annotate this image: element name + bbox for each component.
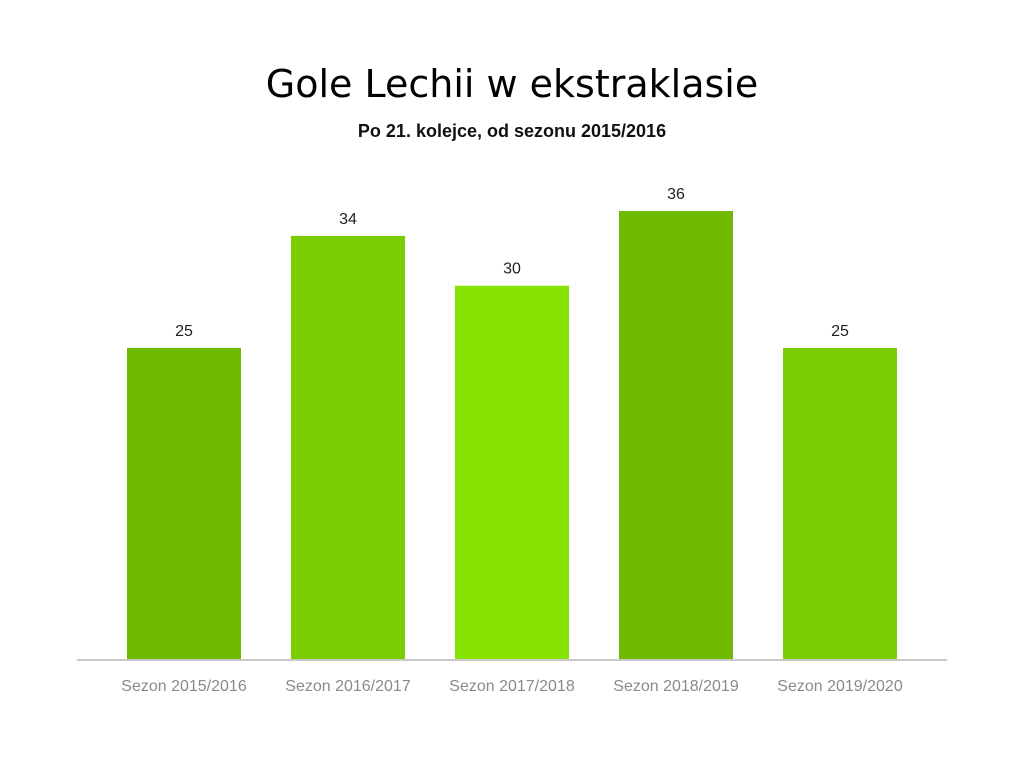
value-label-5: 25 [831,323,849,340]
x-tick-label-1: Sezon 2015/2016 [121,678,247,695]
x-tick-label-4: Sezon 2018/2019 [613,678,739,695]
value-label-3: 30 [503,261,521,278]
chart-subtitle: Po 21. kolejce, od sezonu 2015/2016 [358,121,666,141]
bar-1 [127,347,241,659]
labels-group: 25 Sezon 2015/2016 34 Sezon 2016/2017 30 Sezo… [121,186,903,695]
x-tick-label-5: Sezon 2019/2020 [777,678,903,695]
x-tick-label-3: Sezon 2017/2018 [449,678,575,695]
bar-4 [619,211,733,659]
chart-title: Gole Lechii w ekstraklasie [266,62,759,106]
value-label-2: 34 [339,211,357,228]
value-label-4: 36 [667,186,685,203]
bars-group [127,211,897,659]
value-label-1: 25 [175,323,193,340]
bar-3 [455,285,569,659]
bar-5 [783,347,897,659]
x-tick-label-2: Sezon 2016/2017 [285,678,411,695]
bar-2 [291,235,405,659]
